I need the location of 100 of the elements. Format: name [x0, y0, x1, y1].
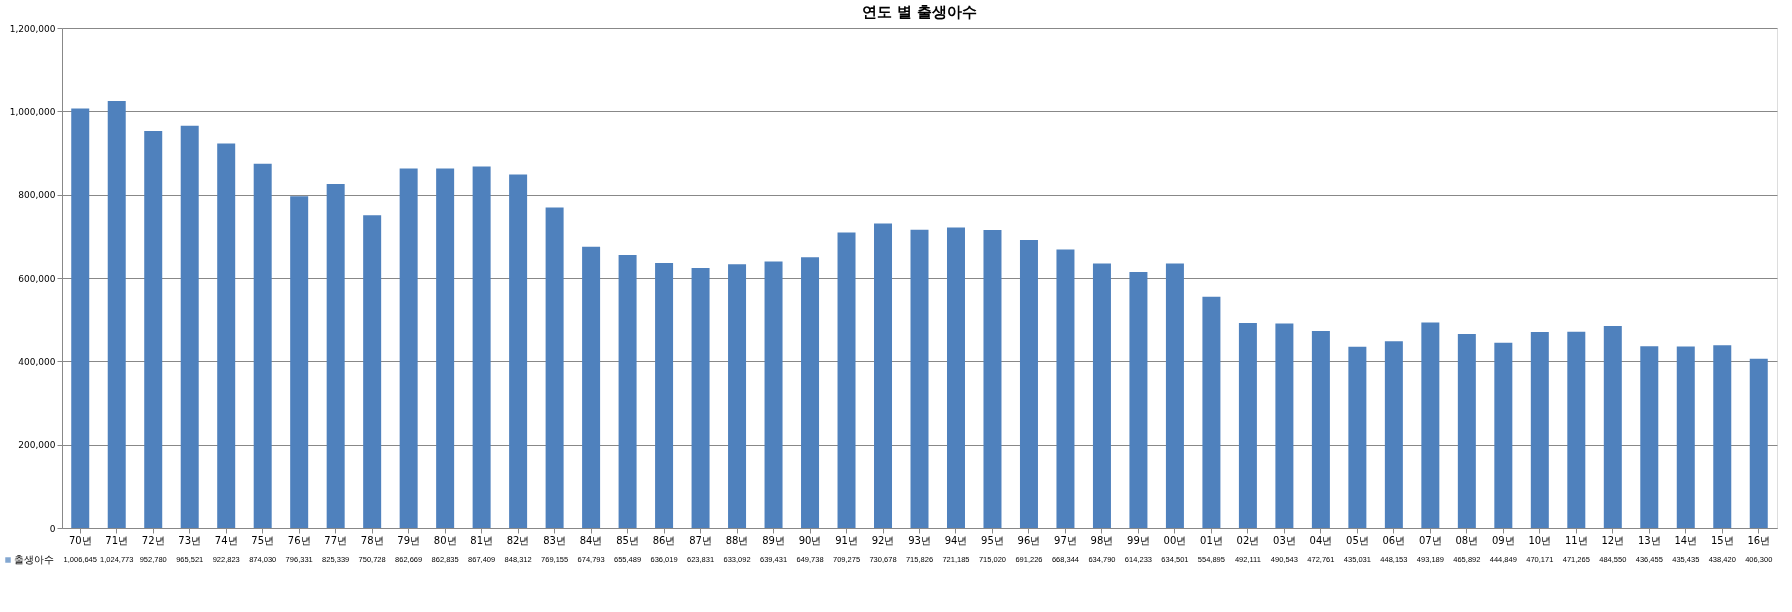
x-tick-label: 81년 [470, 534, 493, 546]
bar [1019, 239, 1038, 528]
bar [1421, 322, 1440, 528]
x-tick-label: 06년 [1382, 534, 1406, 546]
bar [1056, 249, 1075, 528]
bar [71, 108, 90, 528]
bar [1275, 323, 1294, 528]
x-tick-label: 75년 [251, 534, 275, 546]
bar [326, 184, 345, 528]
x-tick-label: 10년 [1528, 534, 1552, 546]
bar [801, 257, 820, 528]
bar [983, 230, 1002, 528]
bar [582, 246, 601, 528]
bar [180, 125, 199, 528]
x-tick-label: 72년 [141, 534, 165, 546]
bar [1348, 346, 1367, 528]
x-tick-label: 07년 [1418, 534, 1442, 546]
y-tick-label: 1,000,000 [9, 106, 56, 117]
y-tick-label: 1,200,000 [9, 23, 56, 34]
bar [1129, 272, 1148, 528]
x-tick-label: 89년 [762, 534, 785, 546]
bar [946, 227, 965, 528]
bar [1457, 333, 1476, 528]
bar [509, 174, 528, 528]
bar [1238, 322, 1257, 528]
bar [655, 262, 674, 528]
x-tick-label: 11년 [1564, 534, 1588, 546]
y-tick-label: 0 [49, 523, 56, 534]
bar [1749, 358, 1768, 528]
bar [144, 131, 163, 528]
x-tick-label: 78년 [360, 534, 384, 546]
x-tick-label: 84년 [579, 534, 603, 546]
x-tick-label: 70년 [68, 534, 92, 546]
bar [290, 196, 309, 528]
x-tick-label: 03년 [1273, 534, 1296, 546]
x-tick-label: 87년 [689, 534, 712, 546]
x-tick-label: 12년 [1601, 534, 1625, 546]
bar [910, 229, 929, 528]
x-tick-label: 83년 [543, 534, 566, 546]
x-tick-label: 82년 [506, 534, 530, 546]
y-tick-label: 200,000 [18, 440, 56, 451]
bar [399, 168, 418, 528]
bar [1311, 331, 1330, 528]
bar [764, 261, 783, 528]
x-tick-label: 04년 [1309, 534, 1333, 546]
y-tick-label: 600,000 [18, 273, 56, 284]
bar [1603, 326, 1622, 528]
x-tick-label: 95년 [981, 534, 1004, 546]
bar [1640, 346, 1659, 528]
x-tick-label: 96년 [1017, 534, 1041, 546]
x-tick-label: 86년 [652, 534, 676, 546]
legend-label: 출생아수 [14, 554, 54, 565]
bar [691, 268, 710, 528]
bar [253, 163, 272, 528]
bar [1202, 296, 1221, 528]
x-tick-label: 79년 [397, 534, 421, 546]
x-tick-label: 91년 [835, 534, 858, 546]
x-tick-label: 76년 [287, 534, 311, 546]
x-tick-label: 85년 [616, 534, 639, 546]
x-tick-label: 74년 [214, 534, 238, 546]
x-tick-label: 08년 [1455, 534, 1479, 546]
x-tick-label: 13년 [1637, 534, 1661, 546]
bar [545, 207, 564, 528]
x-tick-label: 09년 [1491, 534, 1515, 546]
bar [217, 143, 236, 528]
x-tick-label: 77년 [324, 534, 348, 546]
bar [436, 168, 455, 528]
x-tick-label: 92년 [871, 534, 895, 546]
x-tick-label: 71년 [105, 534, 129, 546]
bar [874, 223, 893, 528]
bar [107, 101, 126, 528]
x-tick-label: 01년 [1200, 534, 1223, 546]
bar [1092, 263, 1111, 528]
bar [1567, 331, 1586, 528]
bar [363, 215, 382, 528]
bar [618, 254, 637, 528]
x-tick-label: 99년 [1127, 534, 1150, 546]
x-tick-label: 93년 [908, 534, 931, 546]
bar [472, 166, 491, 528]
x-tick-label: 02년 [1236, 534, 1260, 546]
x-tick-label: 98년 [1090, 534, 1114, 546]
bar [1384, 341, 1403, 528]
x-tick-label: 90년 [798, 534, 822, 546]
bar [1530, 332, 1549, 528]
bar [1165, 263, 1184, 528]
x-tick-label: 15년 [1710, 534, 1734, 546]
y-tick-label: 400,000 [18, 356, 56, 367]
x-tick-label: 97년 [1054, 534, 1077, 546]
x-tick-label: 88년 [725, 534, 749, 546]
x-tick-label: 73년 [178, 534, 202, 546]
bar [837, 232, 856, 528]
x-tick-label: 00년 [1163, 534, 1187, 546]
x-tick-label: 14년 [1674, 534, 1698, 546]
x-tick-label: 94년 [944, 534, 968, 546]
y-tick-label: 800,000 [18, 190, 56, 201]
bar [1494, 342, 1513, 528]
x-tick-label: 16년 [1747, 534, 1771, 546]
x-tick-label: 80년 [433, 534, 457, 546]
bar [728, 264, 747, 528]
x-tick-label: 05년 [1346, 534, 1369, 546]
